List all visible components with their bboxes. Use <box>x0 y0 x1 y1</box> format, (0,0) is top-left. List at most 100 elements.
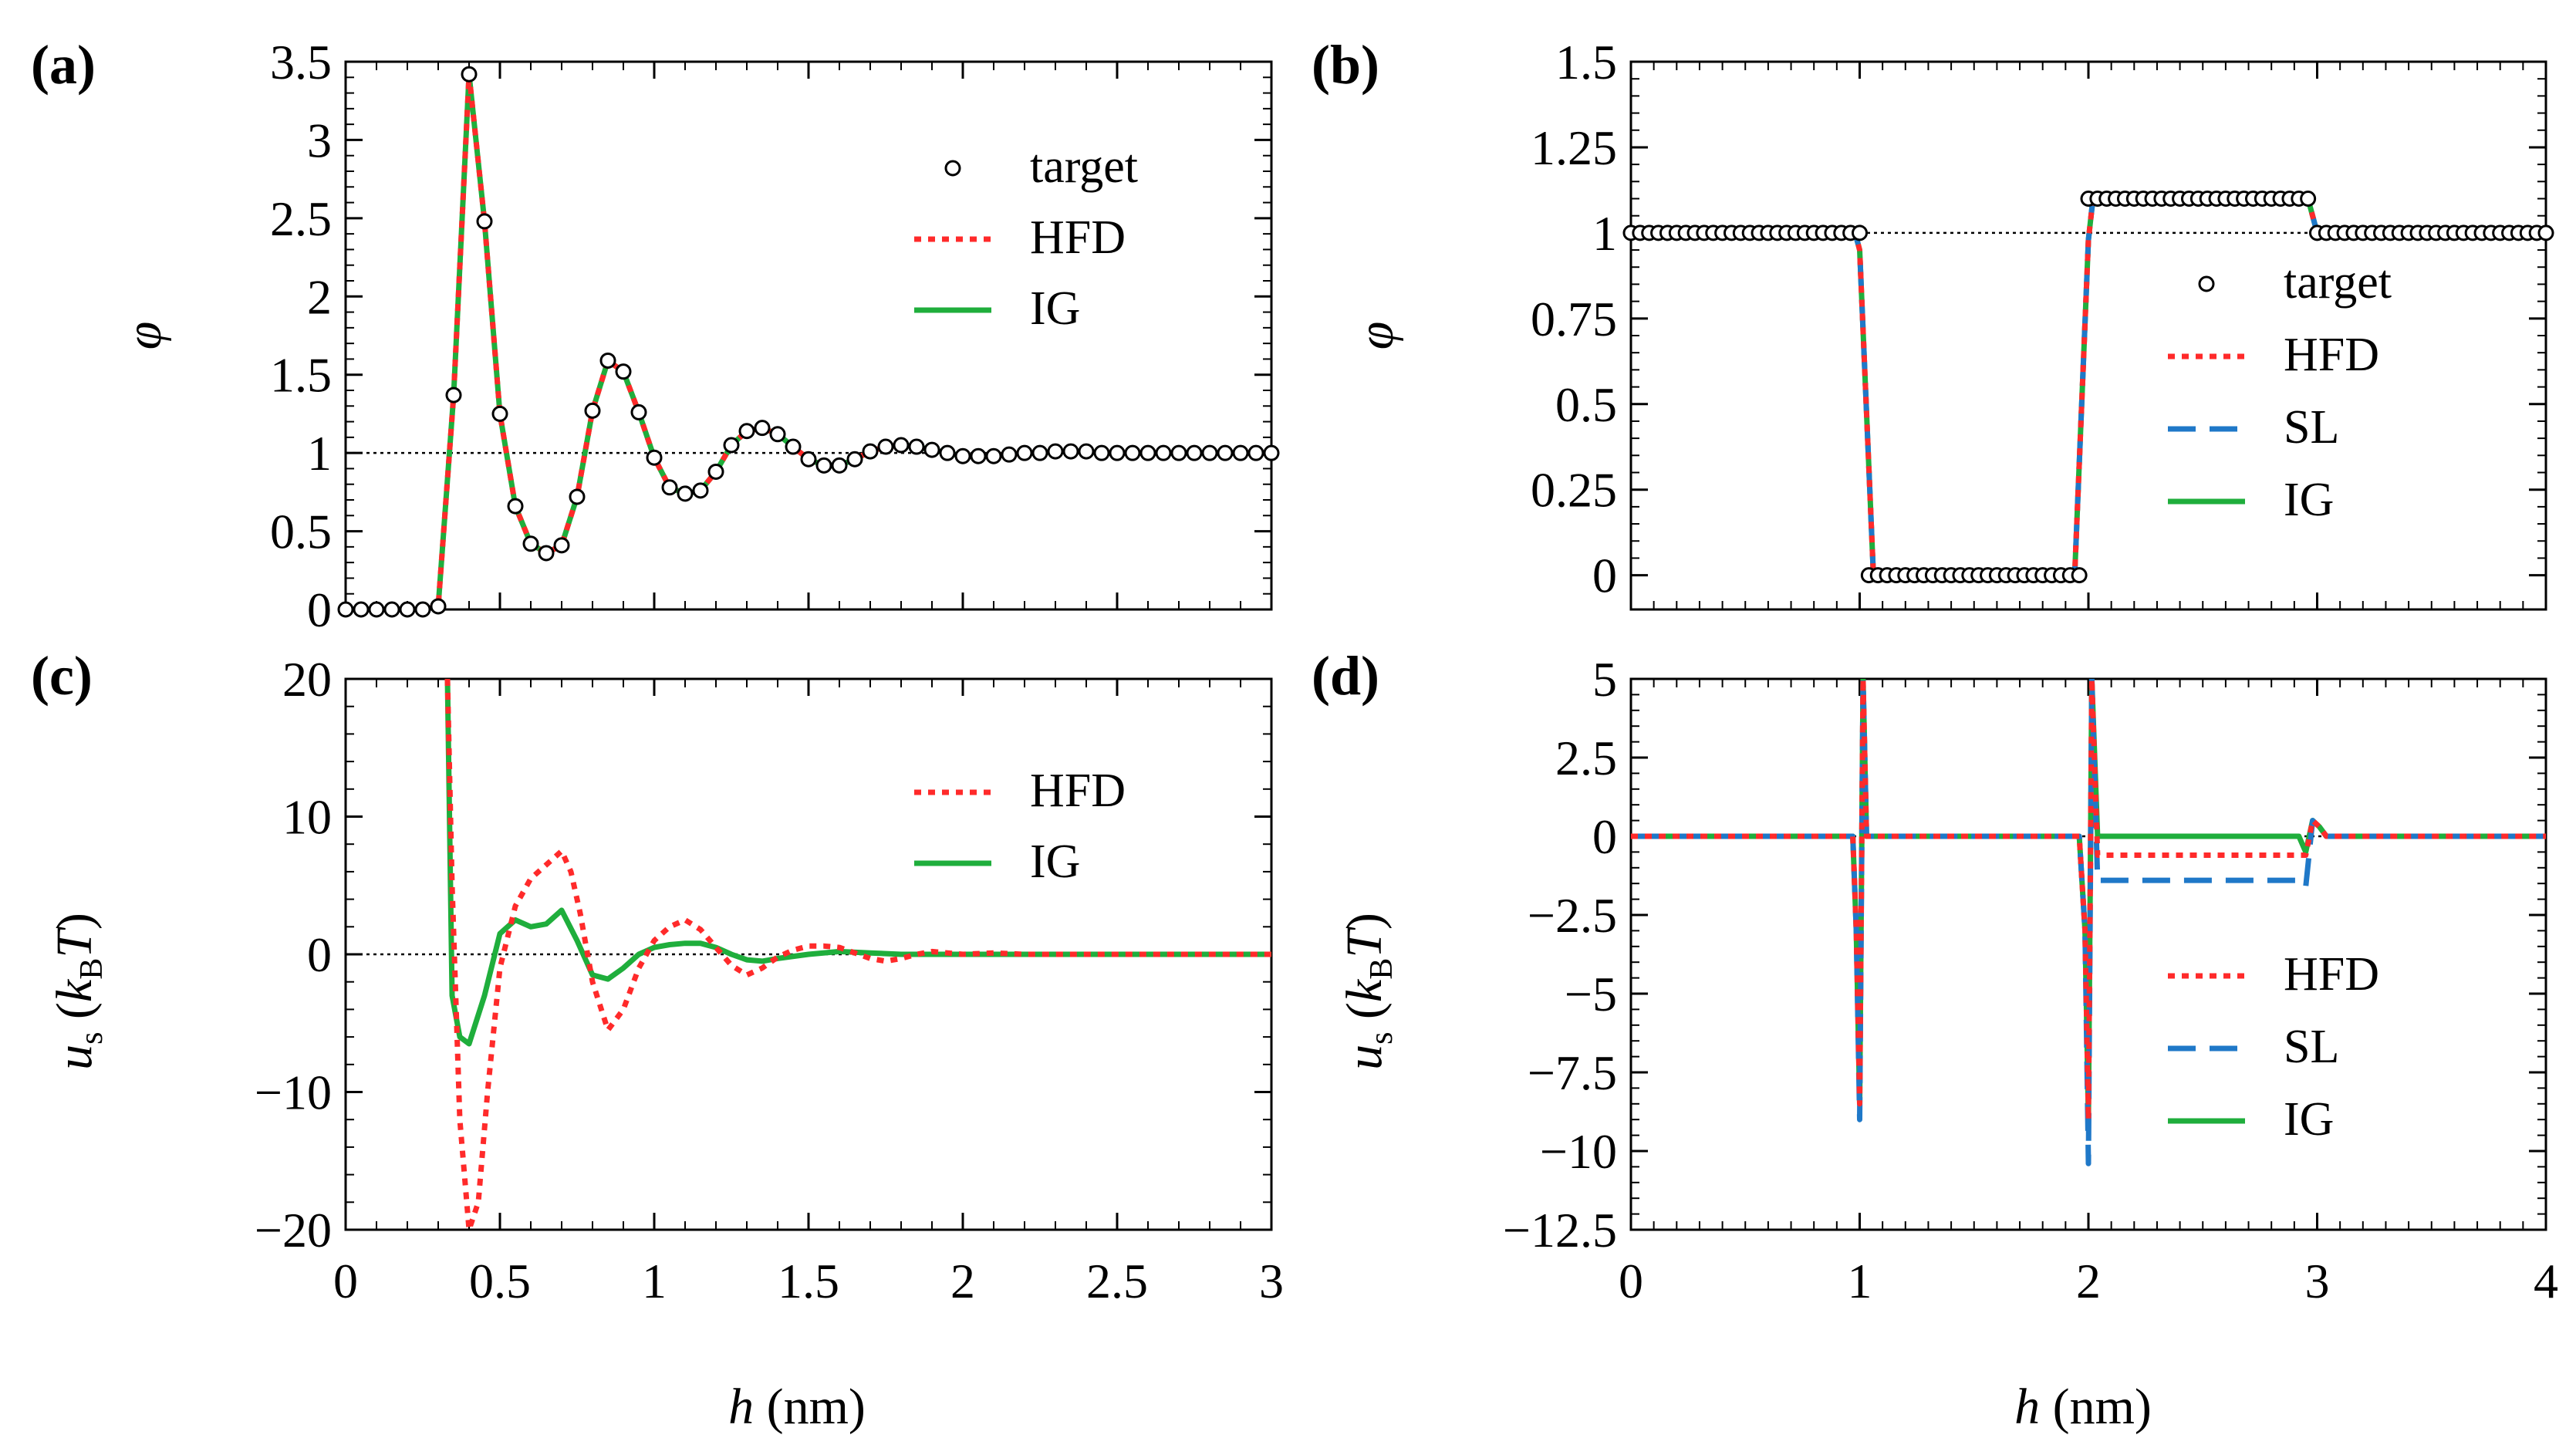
target-point <box>569 488 586 505</box>
target-point <box>1232 444 1249 461</box>
target-point <box>368 601 385 618</box>
xlabel-d-h: h <box>2014 1379 2040 1435</box>
x-axis-label-d: h (nm) <box>2014 1379 2152 1435</box>
target-point <box>1078 443 1095 460</box>
target-point <box>476 213 493 230</box>
legend-d: HFD SL IG <box>2168 948 2379 1146</box>
ylabel-d-sub-b: B <box>1364 958 1399 980</box>
series-line-hfd <box>1631 196 2546 579</box>
target-point <box>1155 444 1172 461</box>
x-axis-label-c: h (nm) <box>728 1379 866 1435</box>
target-point <box>507 498 524 515</box>
x-tick-label: 2 <box>2076 1254 2101 1308</box>
y-tick-label: 0.75 <box>1531 292 1617 346</box>
ylabel-c-sub-s: s <box>74 1032 110 1045</box>
target-point <box>1109 444 1126 461</box>
target-point <box>1217 444 1234 461</box>
target-point <box>1016 444 1033 461</box>
y-axis-label-a: φ <box>116 322 172 350</box>
legend-label-sl: SL <box>2284 401 2339 454</box>
target-point <box>661 479 678 496</box>
panel-c-label: (c) <box>31 645 93 707</box>
series-layer <box>1631 196 2546 579</box>
target-point <box>723 437 740 454</box>
x-tick-label: 0 <box>1619 1254 1643 1308</box>
panel-b: (b) φ 0 0.25 0.5 0.75 1 1.25 1.5 target HFD SL IG <box>1312 34 2554 611</box>
x-tick-label: 0 <box>333 1254 358 1308</box>
x-tick-label: 2.5 <box>1086 1254 1148 1308</box>
y-tick-label: 1.25 <box>1531 120 1617 175</box>
target-point <box>831 457 848 474</box>
target-point <box>630 403 647 420</box>
x-tick-label: 4 <box>2534 1254 2558 1308</box>
y-tick-label: 0.5 <box>1555 377 1617 432</box>
ylabel-d-sub-s: s <box>1364 1032 1399 1045</box>
target-point <box>491 405 508 422</box>
ylabel-c-t: T <box>46 927 103 958</box>
legend-label-hfd: HFD <box>2284 329 2379 381</box>
target-point <box>430 598 447 615</box>
target-point <box>939 444 956 461</box>
ylabel-phi-b: φ <box>1348 322 1404 350</box>
target-point <box>769 426 786 443</box>
target-point <box>785 438 802 455</box>
ylabel-c-k: k <box>46 978 103 1002</box>
y-tick-label: −7.5 <box>1528 1045 1617 1100</box>
target-point <box>1047 443 1064 460</box>
xlabel-d-unit: (nm) <box>2040 1379 2152 1435</box>
panel-d-label: (d) <box>1312 645 1379 707</box>
y-tick-label: 0.25 <box>1531 463 1617 518</box>
legend-b: target HFD SL IG <box>2168 256 2392 526</box>
target-point <box>1201 444 1218 461</box>
target-point <box>1062 443 1079 460</box>
x-tick-label: 1 <box>1848 1254 1872 1308</box>
x-tick-label: 1.5 <box>778 1254 839 1308</box>
panel-a: (a) φ 0 0.5 1 1.5 2 2.5 3 3.5 target HFD IG <box>31 34 1280 637</box>
target-point <box>754 420 771 437</box>
target-point <box>337 601 354 618</box>
y-axis-label-c: us (kBT) <box>46 913 110 1070</box>
target-point <box>646 449 663 466</box>
ylabel-d-u: u <box>1336 1045 1393 1070</box>
panel-a-label: (a) <box>31 34 96 96</box>
target-point <box>1124 444 1141 461</box>
target-point <box>538 545 555 562</box>
target-point <box>877 438 894 455</box>
legend-label-target: target <box>2284 256 2392 309</box>
y-tick-label: −12.5 <box>1503 1203 1617 1258</box>
target-point <box>383 601 400 618</box>
y-tick-label: 2.5 <box>270 191 332 246</box>
ylabel-d-paren-close: ) <box>1336 913 1393 930</box>
plot-area-a: 0 0.5 1 1.5 2 2.5 3 3.5 <box>270 35 1280 637</box>
ylabel-c-paren-close: ) <box>46 913 103 930</box>
target-point <box>893 437 910 454</box>
x-tick-label: 3 <box>2305 1254 2330 1308</box>
legend-label-ig: IG <box>1030 836 1080 888</box>
plot-area-d: −12.5 −10 −7.5 −5 −2.5 0 2.5 5 0 1 2 3 4 <box>1503 652 2558 1308</box>
legend-label-ig: IG <box>2284 1093 2334 1146</box>
ylabel-c-u: u <box>46 1045 103 1070</box>
target-point <box>599 352 616 369</box>
y-tick-label: 3.5 <box>270 35 332 89</box>
panel-c: (c) −20 −10 0 10 20 0 0.5 1 1.5 2 2.5 3 HFD IG us (k… <box>31 645 1284 1435</box>
y-tick-label: 0 <box>1592 809 1617 864</box>
legend-label-hfd: HFD <box>1030 765 1126 817</box>
x-tick-label: 0.5 <box>469 1254 531 1308</box>
target-point <box>954 447 971 464</box>
y-tick-label: −20 <box>255 1203 332 1258</box>
y-tick-label: 10 <box>282 790 332 845</box>
y-tick-label: 1 <box>307 426 332 481</box>
target-point <box>1093 444 1110 461</box>
panel-d: (d) −12.5 −10 −7.5 −5 −2.5 0 2.5 5 0 1 2 3 4 HFD SL IG… <box>1312 645 2558 1435</box>
target-point <box>522 535 539 552</box>
ylabel-phi-a: φ <box>116 322 172 350</box>
target-point <box>353 601 370 618</box>
y-axis-label-b: φ <box>1348 322 1404 350</box>
target-point <box>553 537 570 554</box>
ylabel-d-t: T <box>1336 927 1393 958</box>
target-point <box>1139 444 1156 461</box>
target-point <box>1170 444 1187 461</box>
x-tick-label: 3 <box>1259 1254 1284 1308</box>
target-point <box>923 441 940 458</box>
